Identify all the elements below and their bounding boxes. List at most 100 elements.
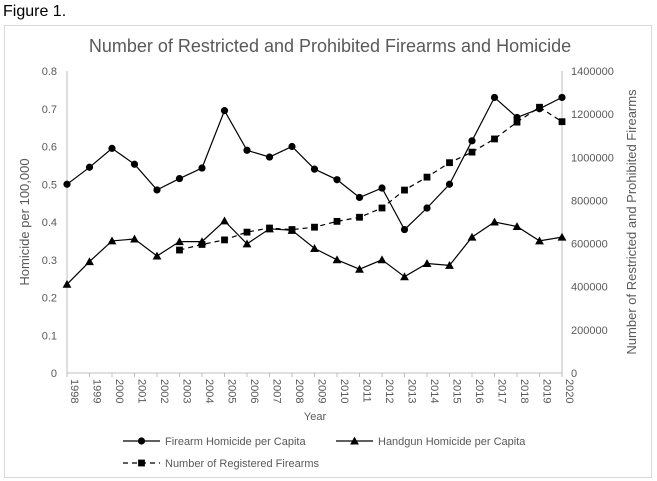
data-point-series-3 bbox=[491, 135, 498, 143]
y-right-tick-label: 600000 bbox=[571, 239, 608, 251]
data-point-series-1 bbox=[378, 184, 386, 192]
y-axis-right-label: Number of Restricted and Prohibited Fire… bbox=[624, 89, 639, 355]
x-tick-label: 2011 bbox=[361, 379, 373, 403]
legend-label-2: Handgun Homicide per Capita bbox=[378, 436, 526, 448]
data-point-series-1 bbox=[198, 164, 206, 172]
y-right-tick-label: 1400000 bbox=[571, 66, 614, 78]
data-point-series-1 bbox=[400, 225, 409, 234]
data-point-series-3 bbox=[311, 223, 318, 231]
data-point-series-1 bbox=[445, 180, 454, 188]
y-left-tick-label: 0.4 bbox=[42, 217, 57, 229]
x-tick-label: 2014 bbox=[428, 379, 440, 403]
legend-marker-3 bbox=[138, 459, 145, 467]
x-tick-label: 2003 bbox=[181, 379, 193, 403]
x-tick-label: 2002 bbox=[158, 379, 170, 403]
series-line-1 bbox=[66, 96, 563, 231]
data-point-series-3 bbox=[243, 228, 251, 236]
data-point-series-3 bbox=[288, 226, 296, 233]
x-tick-label: 2010 bbox=[338, 379, 350, 403]
y-left-tick-label: 0.8 bbox=[42, 66, 57, 78]
x-tick-label: 2016 bbox=[473, 379, 485, 403]
data-point-series-2 bbox=[377, 255, 387, 264]
data-point-series-1 bbox=[85, 163, 94, 171]
chart-frame bbox=[4, 25, 652, 478]
data-point-series-1 bbox=[63, 180, 71, 188]
data-point-series-2 bbox=[467, 232, 477, 241]
data-point-series-2 bbox=[332, 255, 342, 264]
data-point-series-2 bbox=[512, 222, 522, 231]
y-left-tick-label: 0.2 bbox=[42, 293, 57, 305]
y-left-tick-label: 0.1 bbox=[42, 330, 57, 342]
y-left-tick-label: 0.6 bbox=[42, 142, 57, 154]
x-tick-label: 2008 bbox=[293, 379, 305, 403]
data-point-series-2 bbox=[490, 217, 499, 226]
y-axis-left-label: Homicide per 100,000 bbox=[17, 158, 32, 285]
data-point-series-2 bbox=[535, 236, 544, 245]
legend-label-1: Firearm Homicide per Capita bbox=[165, 436, 306, 448]
x-tick-label: 2017 bbox=[496, 379, 508, 403]
data-point-series-2 bbox=[152, 251, 162, 260]
data-point-series-1 bbox=[153, 186, 161, 194]
x-tick-label: 2013 bbox=[406, 379, 418, 403]
data-point-series-1 bbox=[220, 107, 229, 115]
data-point-series-2 bbox=[85, 257, 94, 266]
y-left-tick-label: 0 bbox=[51, 368, 57, 380]
data-point-series-2 bbox=[175, 237, 184, 246]
data-point-series-3 bbox=[558, 118, 566, 126]
y-left-tick-label: 0.5 bbox=[42, 179, 57, 191]
x-tick-label: 2005 bbox=[226, 379, 238, 403]
data-point-series-1 bbox=[130, 160, 139, 168]
data-point-series-3 bbox=[176, 246, 183, 254]
x-tick-label: 2007 bbox=[271, 379, 283, 403]
x-tick-label: 2018 bbox=[518, 379, 530, 403]
data-point-series-3 bbox=[356, 213, 363, 221]
data-point-series-1 bbox=[558, 93, 566, 102]
data-point-series-2 bbox=[445, 261, 454, 269]
series-line-3 bbox=[179, 106, 563, 251]
y-right-tick-label: 800000 bbox=[571, 195, 608, 207]
y-right-tick-label: 200000 bbox=[571, 325, 608, 337]
data-point-series-1 bbox=[243, 146, 251, 154]
x-axis-label: Year bbox=[304, 411, 327, 423]
y-right-tick-label: 400000 bbox=[571, 282, 608, 294]
x-tick-label: 2004 bbox=[203, 379, 215, 403]
y-left-tick-label: 0.7 bbox=[42, 104, 57, 116]
data-point-series-2 bbox=[62, 279, 72, 288]
data-point-series-2 bbox=[130, 234, 139, 243]
data-point-series-2 bbox=[220, 216, 229, 225]
data-point-series-1 bbox=[288, 142, 296, 151]
data-point-series-3 bbox=[536, 103, 543, 111]
data-point-series-1 bbox=[310, 165, 319, 173]
x-tick-label: 1998 bbox=[68, 379, 80, 403]
data-point-series-2 bbox=[355, 264, 364, 273]
x-tick-label: 2001 bbox=[136, 379, 148, 403]
x-tick-label: 2000 bbox=[113, 379, 125, 403]
chart-title: Number of Restricted and Prohibited Fire… bbox=[89, 36, 571, 56]
data-point-series-2 bbox=[422, 259, 432, 268]
y-left-tick-label: 0.3 bbox=[42, 255, 57, 267]
data-point-series-1 bbox=[108, 144, 116, 152]
data-point-series-1 bbox=[175, 174, 184, 183]
figure-label: Figure 1. bbox=[3, 3, 67, 20]
data-point-series-1 bbox=[468, 137, 476, 145]
data-point-series-3 bbox=[423, 173, 431, 181]
data-point-series-1 bbox=[333, 176, 341, 184]
data-point-series-2 bbox=[242, 239, 252, 248]
data-point-series-2 bbox=[107, 236, 117, 245]
y-right-tick-label: 1200000 bbox=[571, 109, 614, 121]
data-point-series-3 bbox=[266, 224, 273, 232]
data-point-series-3 bbox=[401, 186, 408, 194]
x-tick-label: 2012 bbox=[383, 379, 395, 403]
x-tick-label: 2009 bbox=[316, 379, 328, 403]
data-point-series-2 bbox=[557, 232, 567, 241]
data-point-series-1 bbox=[423, 204, 431, 212]
y-right-tick-label: 0 bbox=[571, 368, 577, 380]
legend-marker-2 bbox=[350, 436, 359, 445]
data-point-series-3 bbox=[333, 217, 341, 225]
data-point-series-1 bbox=[355, 193, 364, 202]
x-tick-label: 2019 bbox=[541, 379, 553, 403]
data-point-series-2 bbox=[400, 272, 409, 281]
data-point-series-3 bbox=[198, 241, 206, 248]
y-right-tick-label: 1000000 bbox=[571, 152, 614, 164]
